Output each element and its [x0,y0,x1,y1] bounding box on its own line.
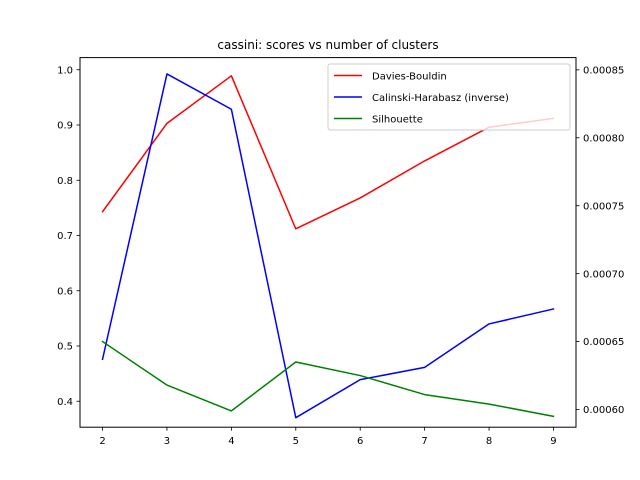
legend-label: Calinski-Harabasz (inverse) [372,93,509,104]
x-tick-label: 5 [293,436,299,447]
y-tick-label-left: 0.4 [57,397,73,408]
legend: Davies-Bouldin Calinski-Harabasz (inverse… [327,63,571,131]
plot-area-frame [79,57,577,428]
y-tick-label-right: 0.00085 [583,65,624,76]
series-layer [101,73,555,419]
legend-box [327,63,571,131]
x-tick-label: 3 [164,436,170,447]
series-line-silhouette [101,340,555,418]
x-axis: 2 3 4 5 6 7 8 9 [99,427,557,447]
x-tick-label: 4 [228,436,234,447]
y-tick-label-right: 0.00070 [583,269,624,280]
y-tick-label-left: 0.6 [57,286,73,297]
y-axis-right: 0.00060 0.00065 0.00070 0.00075 0.00080 0.000… [576,65,624,416]
y-tick-label-left: 0.7 [57,231,73,242]
legend-label: Davies-Bouldin [372,72,447,83]
series-line-davies-bouldin [101,75,555,230]
y-tick-label-left: 0.8 [57,176,73,187]
x-tick-label: 8 [486,436,492,447]
y-tick-label-right: 0.00065 [583,337,624,348]
y-tick-label-left: 0.5 [57,342,73,353]
chart-title: cassini: scores vs number of clusters [217,38,438,52]
x-tick-label: 9 [550,436,556,447]
x-tick-label: 2 [99,436,105,447]
x-tick-label: 6 [357,436,363,447]
y-tick-label-right: 0.00060 [583,405,624,416]
y-tick-label-left: 0.9 [57,121,73,132]
x-tick-label: 7 [421,436,427,447]
series-line-calinski-harabasz-inverse [101,73,555,419]
y-tick-label-right: 0.00080 [583,133,624,144]
y-axis-left: 0.4 0.5 0.6 0.7 0.8 0.9 1.0 [57,65,80,408]
y-tick-label-right: 0.00075 [583,201,624,212]
y-tick-label-left: 1.0 [57,65,73,76]
legend-label: Silhouette [372,115,423,126]
